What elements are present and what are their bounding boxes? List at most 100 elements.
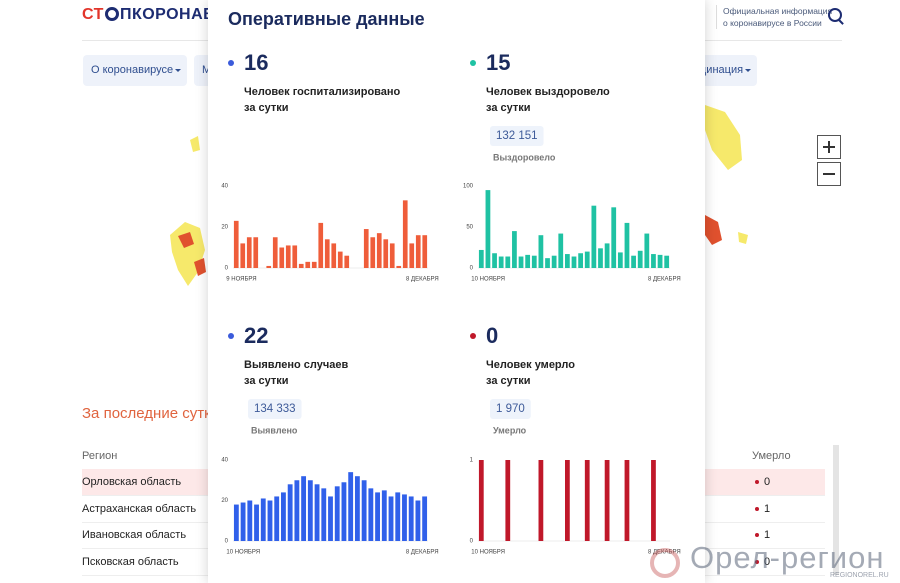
bar: [512, 231, 517, 268]
deaths: 1: [754, 496, 770, 522]
status-dot: [470, 333, 476, 339]
bar: [375, 492, 380, 541]
bar: [525, 254, 531, 268]
watermark: Орел-регион: [690, 540, 885, 575]
bar: [617, 252, 623, 268]
bar: [247, 500, 253, 541]
map-region: [705, 215, 722, 245]
scrollbar[interactable]: [833, 445, 839, 575]
bar: [341, 482, 347, 541]
watermark-logo: [650, 548, 680, 578]
bar: [584, 251, 590, 268]
caption: Человек госпитализировано: [244, 86, 401, 98]
headline-value: 16: [244, 50, 268, 75]
bar: [311, 261, 317, 268]
logo[interactable]: СТ ПКОРОНАВИ: [82, 6, 227, 24]
map-region: [738, 232, 748, 244]
map-region: [170, 222, 205, 286]
bar: [651, 460, 656, 541]
search-button[interactable]: [828, 8, 842, 22]
bar: [324, 239, 330, 268]
bar: [233, 504, 239, 541]
bar: [318, 222, 324, 268]
bar: [292, 245, 298, 268]
bar: [538, 460, 544, 541]
bar: [402, 200, 408, 268]
bar: [274, 496, 280, 541]
bar: [422, 235, 428, 268]
map-region: [178, 232, 194, 248]
status-dot: [228, 333, 234, 339]
region-name: Псковская область: [82, 555, 179, 568]
bar: [246, 237, 252, 268]
bar: [266, 265, 272, 268]
bar: [584, 460, 590, 541]
caption: Выявлено случаев: [244, 359, 348, 371]
panel-title: Оперативные данные: [228, 9, 425, 29]
x-tick-label: 8 ДЕКАБРЯ: [406, 550, 439, 556]
bar: [307, 480, 313, 541]
bar: [272, 237, 278, 268]
total-label: Умерло: [493, 425, 527, 435]
caption: за сутки: [486, 102, 531, 114]
bar: [604, 460, 610, 541]
y-tick-label: 100: [463, 184, 474, 190]
x-tick-label: 10 НОЯБРЯ: [471, 277, 505, 283]
zoom-in[interactable]: [817, 135, 841, 159]
bar: [485, 190, 491, 268]
bar: [254, 504, 259, 541]
region-name: Орловская область: [82, 476, 182, 488]
bar: [301, 476, 307, 541]
bar: [518, 256, 524, 268]
total-value: 134 333: [254, 403, 296, 415]
y-tick-label: 50: [466, 225, 473, 231]
y-tick-label: 40: [221, 458, 228, 464]
bar: [294, 480, 300, 541]
bar: [631, 255, 636, 268]
y-tick-label: 1: [470, 458, 474, 464]
bar: [337, 251, 343, 268]
bar: [591, 205, 597, 268]
bar: [505, 460, 511, 541]
bar: [260, 498, 266, 541]
bar: [383, 239, 389, 268]
bar: [422, 496, 428, 541]
bar: [402, 494, 407, 541]
bar: [538, 235, 544, 268]
caption: Человек выздоровело: [486, 86, 610, 98]
bar: [478, 249, 484, 268]
bar: [657, 254, 663, 268]
bar: [571, 256, 577, 268]
region-name: Ивановская область: [82, 529, 187, 541]
bar: [389, 243, 395, 268]
y-tick-label: 20: [221, 225, 228, 231]
info-line: о коронавирусе в России: [723, 18, 822, 28]
bar: [545, 258, 550, 268]
bar: [305, 261, 311, 268]
bar: [492, 253, 497, 268]
bar: [396, 265, 402, 268]
bar: [298, 263, 304, 268]
zoom-out[interactable]: [817, 162, 841, 186]
y-tick-label: 0: [225, 266, 229, 272]
caption: за сутки: [244, 102, 289, 114]
bar: [233, 220, 239, 268]
total-label: Выздоровело: [493, 152, 556, 162]
bar: [578, 253, 584, 268]
bar: [240, 243, 246, 268]
bar: [564, 254, 570, 268]
bar: [664, 255, 670, 268]
bar: [363, 229, 369, 268]
status-dot: [470, 60, 476, 66]
table-header: Умерло: [752, 450, 791, 462]
x-tick-label: 10 НОЯБРЯ: [471, 550, 505, 556]
bar: [328, 496, 333, 541]
nav-button[interactable]: О коронавирусе: [83, 55, 188, 86]
bar: [651, 254, 656, 268]
logo-icon: [104, 7, 119, 21]
bar: [395, 492, 401, 541]
bar: [344, 255, 350, 268]
bar: [381, 490, 387, 541]
